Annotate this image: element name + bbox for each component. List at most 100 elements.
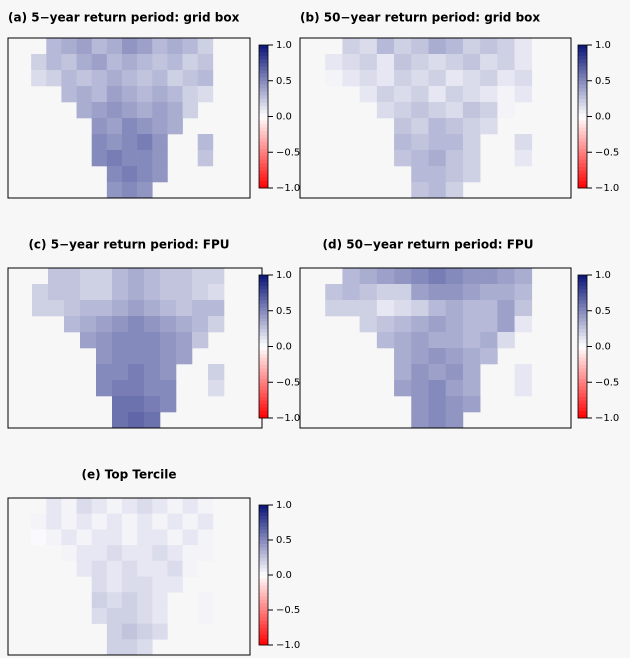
- colorbar-segment: [259, 152, 268, 157]
- grid-cell: [445, 300, 464, 317]
- grid-cell: [359, 54, 378, 71]
- colorbar-segment: [259, 332, 268, 337]
- colorbar-segment: [259, 557, 268, 562]
- grid-cell: [325, 54, 343, 71]
- colorbar-segment: [259, 547, 268, 551]
- colorbar-segment: [578, 120, 587, 124]
- grid-cell: [497, 54, 515, 71]
- colorbar-segment: [259, 571, 268, 576]
- colorbar-segment: [259, 561, 268, 565]
- grid-cell: [112, 348, 129, 365]
- grid-cell: [445, 268, 464, 285]
- grid-cell: [480, 284, 498, 301]
- colorbar-segment: [578, 52, 587, 57]
- grid-cell: [197, 54, 214, 71]
- grid-cell: [480, 70, 498, 87]
- colorbar-segment: [259, 137, 268, 142]
- grid-cell: [96, 332, 113, 349]
- colorbar-label: −0.5: [276, 605, 300, 616]
- colorbar-segment: [578, 389, 587, 394]
- grid-cell: [152, 607, 168, 624]
- grid-cell: [122, 529, 138, 546]
- colorbar-segment: [578, 80, 587, 85]
- grid-cell: [122, 182, 138, 199]
- colorbar-segment: [259, 403, 268, 408]
- grid-cell: [112, 284, 129, 301]
- colorbar-segment: [259, 378, 268, 383]
- grid-cell: [342, 38, 360, 55]
- grid-cell: [514, 364, 533, 381]
- grid-cell: [176, 316, 193, 333]
- grid-cell: [480, 118, 498, 135]
- grid-cell: [137, 166, 153, 183]
- grid-cell: [197, 513, 214, 530]
- colorbar-segment: [259, 634, 268, 639]
- grid-cell: [80, 300, 97, 317]
- grid-cell: [106, 54, 123, 71]
- colorbar-segment: [259, 554, 268, 558]
- grid-cell: [137, 639, 153, 656]
- grid-cell: [428, 118, 447, 135]
- grid-cell: [325, 300, 343, 317]
- grid-cell: [514, 150, 533, 167]
- colorbar-segment: [578, 317, 587, 322]
- grid-cell: [197, 150, 214, 167]
- grid-cell: [106, 86, 123, 103]
- colorbar-segment: [259, 77, 268, 82]
- grid-cell: [61, 86, 77, 103]
- grid-cell: [61, 498, 77, 514]
- colorbar-segment: [259, 289, 268, 294]
- colorbar-label: −1.0: [595, 183, 619, 194]
- colorbar-segment: [578, 98, 587, 103]
- colorbar-segment: [578, 59, 587, 64]
- colorbar-segment: [578, 321, 587, 326]
- colorbar-segment: [259, 159, 268, 164]
- grid-cell: [152, 102, 168, 119]
- grid-cell: [428, 268, 447, 285]
- colorbar-segment: [259, 364, 268, 369]
- grid-cell: [128, 268, 145, 285]
- colorbar-label: −0.5: [276, 377, 300, 388]
- colorbar-segment: [259, 606, 268, 611]
- grid-cell: [197, 529, 214, 546]
- colorbar-segment: [259, 184, 268, 189]
- colorbar-segment: [259, 66, 268, 71]
- colorbar-label: 1.0: [595, 270, 611, 281]
- grid-cell: [394, 38, 412, 55]
- grid-cell: [167, 86, 183, 103]
- colorbar-segment: [578, 357, 587, 362]
- grid-cell: [480, 102, 498, 119]
- grid-cell: [192, 268, 209, 285]
- grid-cell: [91, 607, 108, 624]
- colorbar-segment: [259, 371, 268, 376]
- colorbar-segment: [259, 278, 268, 283]
- colorbar-segment: [578, 342, 587, 347]
- grid-cell: [514, 316, 533, 333]
- grid-cell: [106, 118, 123, 135]
- grid-cell: [376, 300, 395, 317]
- colorbar-segment: [578, 314, 587, 319]
- colorbar-label: 1.0: [276, 270, 292, 281]
- grid-cell: [208, 364, 225, 381]
- grid-cell: [167, 54, 183, 71]
- colorbar-segment: [259, 599, 268, 604]
- colorbar-segment: [578, 177, 587, 182]
- colorbar-segment: [578, 289, 587, 294]
- colorbar-segment: [578, 285, 587, 290]
- grid-cell: [462, 86, 481, 103]
- colorbar-segment: [259, 505, 268, 509]
- colorbar-segment: [578, 170, 587, 174]
- grid-cell: [112, 268, 129, 285]
- grid-cell: [514, 54, 533, 71]
- colorbar-label: 0.5: [276, 535, 292, 546]
- colorbar-segment: [259, 95, 268, 99]
- grid-cell: [137, 38, 153, 55]
- colorbar-segment: [578, 45, 587, 49]
- grid-cell: [137, 54, 153, 71]
- grid-cell: [394, 380, 412, 397]
- colorbar-segment: [259, 317, 268, 322]
- colorbar-segment: [259, 638, 268, 642]
- grid-cell: [462, 380, 481, 397]
- grid-cell: [106, 545, 123, 562]
- colorbar-segment: [259, 112, 268, 117]
